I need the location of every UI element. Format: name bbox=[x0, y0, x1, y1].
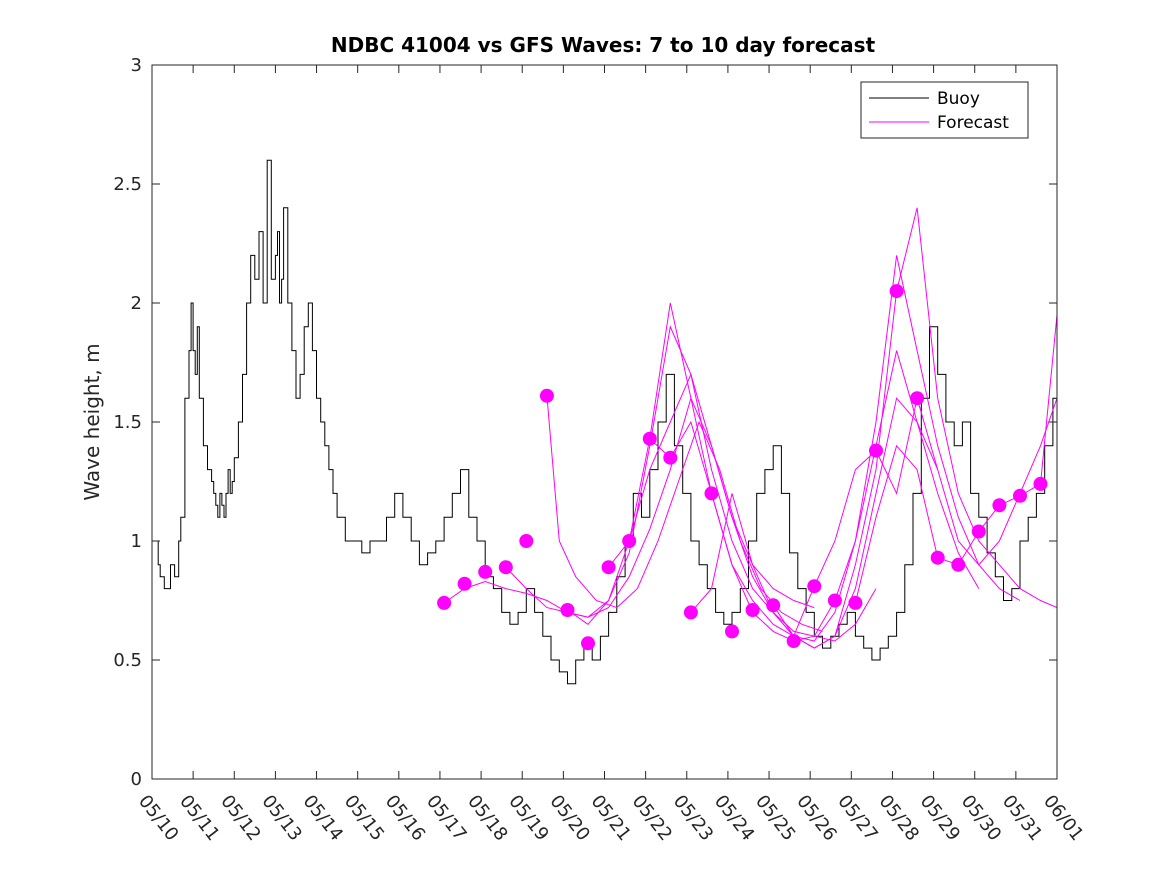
forecast-point-30 bbox=[1033, 476, 1048, 491]
y-axis-label: Wave height, m bbox=[80, 343, 104, 500]
forecast-point-27 bbox=[971, 524, 986, 539]
y-tick-label: 0 bbox=[131, 769, 142, 790]
forecast-point-29 bbox=[1013, 488, 1027, 503]
chart-title: NDBC 41004 vs GFS Waves: 7 to 10 day for… bbox=[331, 33, 876, 57]
y-tick-label: 1.5 bbox=[113, 412, 142, 433]
forecast-point-15 bbox=[725, 624, 739, 639]
forecast-point-9 bbox=[601, 560, 616, 575]
y-tick-label: 3 bbox=[131, 55, 142, 76]
forecast-point-10 bbox=[622, 534, 637, 548]
forecast-point-18 bbox=[786, 634, 801, 648]
forecast-point-21 bbox=[848, 595, 863, 610]
y-tick-label: 0.5 bbox=[113, 650, 142, 671]
series-line-buoy bbox=[152, 159, 1057, 685]
legend: Buoy Forecast bbox=[860, 81, 1029, 139]
forecast-point-2 bbox=[457, 576, 472, 591]
forecast-point-6 bbox=[539, 388, 554, 403]
y-tick-label: 2 bbox=[131, 293, 142, 314]
forecast-point-20 bbox=[827, 593, 842, 608]
forecast-point-22 bbox=[869, 443, 883, 458]
forecast-point-11 bbox=[642, 431, 657, 446]
forecast-point-17 bbox=[766, 598, 781, 613]
forecast-point-7 bbox=[560, 603, 575, 617]
forecast-point-28 bbox=[992, 498, 1007, 513]
forecast-point-16 bbox=[745, 603, 760, 617]
y-axis: 0 0.5 1 1.5 2 2.5 3 bbox=[113, 55, 1057, 790]
plot-area bbox=[152, 65, 1057, 779]
legend-box bbox=[860, 81, 1029, 139]
forecast-point-5 bbox=[519, 534, 534, 548]
forecast-point-14 bbox=[704, 486, 719, 501]
forecast-point-26 bbox=[951, 557, 966, 572]
forecast-point-23 bbox=[889, 284, 904, 299]
y-tick-label: 2.5 bbox=[113, 174, 142, 195]
y-tick-label: 1 bbox=[131, 531, 142, 552]
forecast-point-12 bbox=[663, 450, 678, 465]
legend-label-buoy: Buoy bbox=[937, 89, 980, 109]
forecast-point-8 bbox=[581, 636, 595, 651]
forecast-point-1 bbox=[437, 595, 452, 610]
forecast-point-19 bbox=[807, 579, 822, 594]
series-line-forecast-run-7 bbox=[690, 207, 1057, 649]
series-layer bbox=[152, 159, 1057, 685]
legend-label-forecast: Forecast bbox=[937, 113, 1009, 133]
forecast-point-13 bbox=[683, 605, 698, 620]
forecast-point-25 bbox=[930, 550, 945, 565]
forecast-point-4 bbox=[498, 560, 513, 575]
forecast-point-24 bbox=[910, 391, 925, 406]
series-clip-group bbox=[152, 159, 1057, 685]
forecast-point-3 bbox=[478, 564, 493, 579]
